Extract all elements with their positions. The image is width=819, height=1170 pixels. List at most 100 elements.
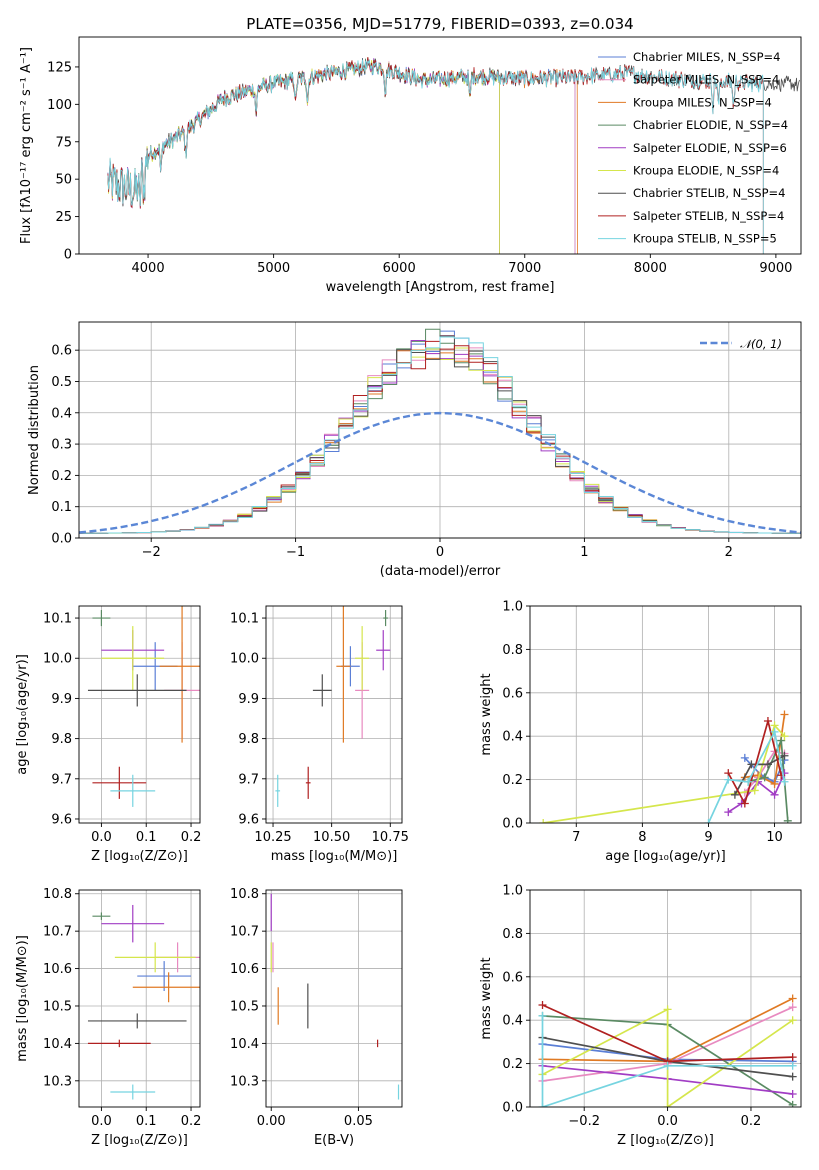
plot-frame xyxy=(265,605,403,824)
plot-frame xyxy=(78,889,201,1108)
x-axis-label: wavelength [Angstrom, rest frame] xyxy=(326,280,555,295)
y-axis-label: mass weight xyxy=(479,673,494,755)
weight-marker xyxy=(538,1011,547,1020)
y-tick-label: 75 xyxy=(55,135,72,150)
y-axis-label: Flux [fλ10⁻¹⁷ erg cm⁻² s⁻¹ A⁻¹] xyxy=(19,47,34,244)
x-tick-label: 9 xyxy=(704,830,712,845)
weight-marker xyxy=(783,816,792,823)
spectrum-line xyxy=(107,58,500,254)
x-tick-label: 0.0 xyxy=(91,1114,112,1129)
weight-marker xyxy=(750,786,759,795)
y-tick-label: 10.5 xyxy=(230,999,259,1014)
weight-marker xyxy=(788,1089,797,1098)
x-tick-label: 5000 xyxy=(257,261,290,276)
weight-marker xyxy=(770,779,779,788)
y-tick-label: 0.8 xyxy=(502,643,523,658)
x-axis-label: Z [log₁₀(Z/Z⊙)] xyxy=(617,1133,714,1148)
weight-marker xyxy=(740,799,749,808)
weight-marker xyxy=(763,717,772,726)
mass_vs_ebv-panel: 0.00 0.05 10.3 10.4 10.5 10.6 10.7 10.8 E(B-V) xyxy=(230,887,403,1148)
weight-marker xyxy=(724,808,733,817)
x-tick-label: 10.75 xyxy=(372,830,409,845)
x-tick-label: −2 xyxy=(142,545,161,560)
y-tick-label: 0.5 xyxy=(51,375,72,390)
y-axis-label: Normed distribution xyxy=(27,365,42,495)
y-axis-label: age [log₁₀(age/yr)] xyxy=(15,654,30,775)
y-tick-label: 50 xyxy=(55,173,72,188)
y-tick-label: 10.0 xyxy=(43,652,72,667)
x-tick-label: 4000 xyxy=(132,261,165,276)
weight-marker xyxy=(780,710,789,719)
plot-frame xyxy=(78,36,802,255)
legend-label: Chabrier ELODIE, N_SSP=4 xyxy=(633,118,788,132)
weight-marker xyxy=(777,736,786,745)
histogram-step xyxy=(79,336,801,534)
spectrum-line xyxy=(107,57,500,254)
y-axis-label: mass weight xyxy=(479,957,494,1039)
chart-title: PLATE=0356, MJD=51779, FIBERID=0393, z=0… xyxy=(246,15,633,33)
weight-marker xyxy=(763,760,772,769)
age_vs_mass-panel: 10.25 10.50 10.75 9.6 9.7 9.8 9.9 10.0 10.1 mass … xyxy=(230,605,409,864)
y-axis-label: mass [log₁₀(M/M⊙)] xyxy=(15,935,30,1062)
y-tick-label: 0.2 xyxy=(51,469,72,484)
x-axis-label: age [log₁₀(age/yr)] xyxy=(605,849,726,864)
x-tick-label: 10.50 xyxy=(313,830,350,845)
x-axis-label: Z [log₁₀(Z/Z⊙)] xyxy=(91,849,188,864)
y-tick-label: 9.6 xyxy=(238,812,259,827)
weight-marker xyxy=(770,790,779,799)
weight-marker xyxy=(760,773,769,782)
y-tick-label: 0.4 xyxy=(502,1014,523,1029)
y-tick-label: 9.9 xyxy=(238,692,259,707)
legend-label: Chabrier STELIB, N_SSP=4 xyxy=(633,186,785,200)
x-tick-label: 10 xyxy=(766,830,783,845)
y-tick-label: 9.8 xyxy=(51,732,72,747)
spectrum-panel: PLATE=0356, MJD=51779, FIBERID=0393, z=0… xyxy=(19,15,802,295)
legend-label: Kroupa ELODIE, N_SSP=4 xyxy=(633,164,779,178)
y-tick-label: 10.3 xyxy=(43,1074,72,1089)
y-tick-label: 0.0 xyxy=(502,1101,523,1116)
y-tick-label: 10.5 xyxy=(43,999,72,1014)
x-axis-label: (data-model)/error xyxy=(380,564,501,579)
spectrum-line xyxy=(107,59,764,254)
y-tick-label: 9.8 xyxy=(238,732,259,747)
y-tick-label: 10.0 xyxy=(230,652,259,667)
weight-marker xyxy=(788,1053,797,1062)
legend-label: Salpeter ELODIE, N_SSP=6 xyxy=(633,141,787,155)
legend-label: Salpeter MILES, N_SSP=4 xyxy=(633,73,779,87)
weight-marker xyxy=(663,1103,672,1107)
y-tick-label: 0.2 xyxy=(502,1057,523,1072)
x-axis-label: Z [log₁₀(Z/Z⊙)] xyxy=(91,1133,188,1148)
y-tick-label: 10.7 xyxy=(43,925,72,940)
x-axis-label: E(B-V) xyxy=(314,1133,354,1148)
x-tick-label: −1 xyxy=(286,545,305,560)
y-tick-label: 0.1 xyxy=(51,500,72,515)
weight-marker xyxy=(788,1016,797,1025)
weight_vs_Z-panel: −0.2 0.0 0.2 0.0 0.2 0.4 0.6 0.8 1.0 Z [log₁₀(Z/Z… xyxy=(479,884,802,1148)
weight-marker xyxy=(740,753,749,762)
y-tick-label: 0.6 xyxy=(502,970,523,985)
x-tick-label: 2 xyxy=(725,545,733,560)
y-tick-label: 0.4 xyxy=(51,406,72,421)
x-tick-label: 10.25 xyxy=(254,830,291,845)
y-tick-label: 10.8 xyxy=(43,887,72,902)
legend-label: Kroupa MILES, N_SSP=4 xyxy=(633,95,772,109)
x-tick-label: 6000 xyxy=(383,261,416,276)
x-tick-label: 1 xyxy=(580,545,588,560)
age_vs_Z-panel: 0.0 0.1 0.2 9.6 9.7 9.8 9.9 10.0 10.1 Z [log₁₀(Z/… xyxy=(15,605,201,864)
plot-frame xyxy=(265,889,403,1108)
weight-marker xyxy=(788,1100,797,1107)
spectrum-line xyxy=(107,58,576,254)
x-tick-label: 9000 xyxy=(759,261,792,276)
y-tick-label: 0.0 xyxy=(51,532,72,547)
weight-marker xyxy=(780,777,789,786)
y-tick-label: 10.6 xyxy=(230,962,259,977)
x-tick-label: 0 xyxy=(436,545,444,560)
x-axis-label: mass [log₁₀(M/M⊙)] xyxy=(271,849,398,864)
weight-marker xyxy=(747,760,756,769)
x-tick-label: 0.05 xyxy=(344,1114,373,1129)
weight-marker xyxy=(770,727,779,736)
x-tick-label: 7000 xyxy=(508,261,541,276)
y-tick-label: 0.6 xyxy=(502,686,523,701)
y-tick-label: 9.6 xyxy=(51,812,72,827)
spectrum-line xyxy=(107,58,500,254)
